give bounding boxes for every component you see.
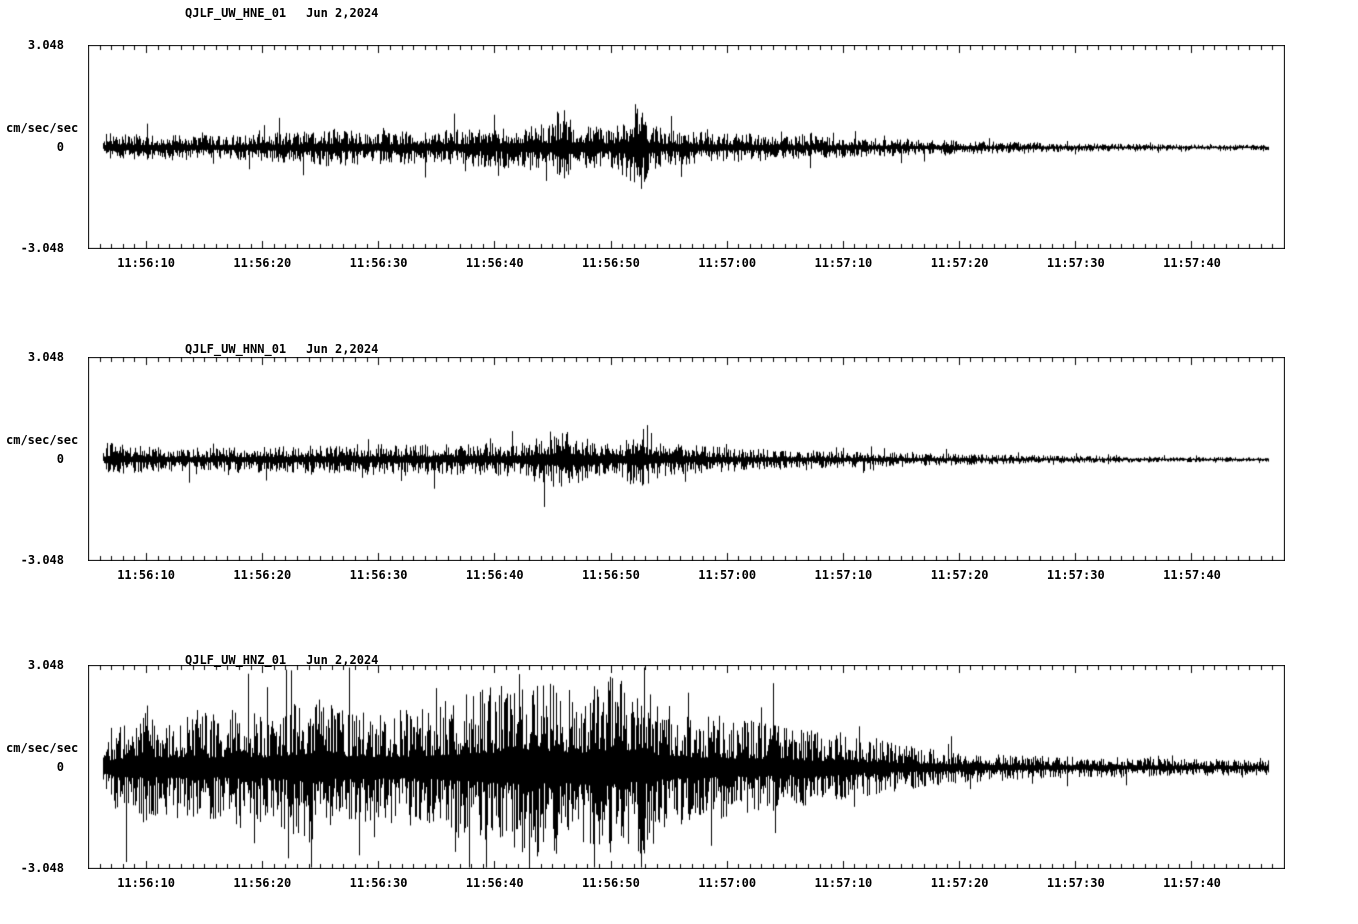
y-axis-min-label: -3.048 xyxy=(20,861,64,875)
x-tick-label: 11:57:10 xyxy=(814,256,873,270)
y-axis-unit-label: cm/sec/sec xyxy=(6,433,79,447)
x-tick-label: 11:57:00 xyxy=(698,256,757,270)
y-axis-max-label: 3.048 xyxy=(27,38,64,52)
x-tick-label: 11:56:10 xyxy=(117,568,175,582)
x-tick-label: 11:57:00 xyxy=(698,876,757,890)
date-label: Jun 2,2024 xyxy=(306,342,379,356)
x-tick-label: 11:56:20 xyxy=(233,876,292,890)
y-axis-unit-label: cm/sec/sec xyxy=(6,741,79,755)
date-label: Jun 2,2024 xyxy=(306,653,379,667)
station-label: QJLF_UW_HNN_01 xyxy=(185,342,287,356)
x-tick-label: 11:57:30 xyxy=(1046,876,1105,890)
y-axis-min-label: -3.048 xyxy=(20,553,64,567)
x-tick-label: 11:56:40 xyxy=(465,256,524,270)
x-tick-label: 11:57:40 xyxy=(1163,568,1221,582)
panel-title: QJLF_UW_HNZ_01 Jun 2,2024 xyxy=(185,653,378,667)
x-tick-label: 11:56:10 xyxy=(117,876,175,890)
y-axis-zero-label: 0 xyxy=(56,452,64,466)
trace-canvas xyxy=(88,357,1285,561)
x-tick-label: 11:57:30 xyxy=(1046,256,1105,270)
x-tick-label: 11:57:20 xyxy=(930,256,989,270)
x-tick-label: 11:57:40 xyxy=(1163,256,1221,270)
x-tick-label: 11:56:50 xyxy=(582,876,640,890)
x-tick-label: 11:56:20 xyxy=(233,568,292,582)
trace-canvas xyxy=(88,45,1285,249)
seismogram-panel: QJLF_UW_HNE_01 Jun 2,2024 3.048 cm/sec/sec 0… xyxy=(0,0,1358,304)
date-label: Jun 2,2024 xyxy=(306,6,379,20)
y-axis-zero-label: 0 xyxy=(56,760,64,774)
x-tick-label: 11:57:30 xyxy=(1046,568,1105,582)
x-tick-label: 11:56:30 xyxy=(349,876,408,890)
x-tick-label: 11:57:10 xyxy=(814,568,873,582)
y-axis-min-label: -3.048 xyxy=(20,241,64,255)
seismogram-panel: QJLF_UW_HNN_01 Jun 2,2024 3.048 cm/sec/sec 0… xyxy=(0,312,1358,616)
x-tick-label: 11:57:20 xyxy=(930,568,989,582)
x-tick-label: 11:57:10 xyxy=(814,876,873,890)
station-label: QJLF_UW_HNE_01 xyxy=(185,6,287,20)
x-tick-label: 11:56:40 xyxy=(465,876,524,890)
x-tick-label: 11:57:00 xyxy=(698,568,757,582)
y-axis-max-label: 3.048 xyxy=(27,350,64,364)
x-tick-label: 11:56:10 xyxy=(117,256,175,270)
x-tick-label: 11:56:50 xyxy=(582,568,640,582)
panel-title: QJLF_UW_HNN_01 Jun 2,2024 xyxy=(185,342,378,356)
x-tick-label: 11:57:40 xyxy=(1163,876,1221,890)
x-tick-label: 11:56:20 xyxy=(233,256,292,270)
x-tick-label: 11:57:20 xyxy=(930,876,989,890)
station-label: QJLF_UW_HNZ_01 xyxy=(185,653,287,667)
x-tick-label: 11:56:40 xyxy=(465,568,524,582)
trace-canvas xyxy=(88,665,1285,869)
y-axis-max-label: 3.048 xyxy=(27,658,64,672)
seismogram-panel: QJLF_UW_HNZ_01 Jun 2,2024 3.048 cm/sec/sec 0… xyxy=(0,620,1358,924)
x-tick-label: 11:56:30 xyxy=(349,256,408,270)
x-tick-label: 11:56:50 xyxy=(582,256,640,270)
x-tick-label: 11:56:30 xyxy=(349,568,408,582)
y-axis-unit-label: cm/sec/sec xyxy=(6,121,79,135)
panel-title: QJLF_UW_HNE_01 Jun 2,2024 xyxy=(185,6,378,20)
y-axis-zero-label: 0 xyxy=(56,140,64,154)
